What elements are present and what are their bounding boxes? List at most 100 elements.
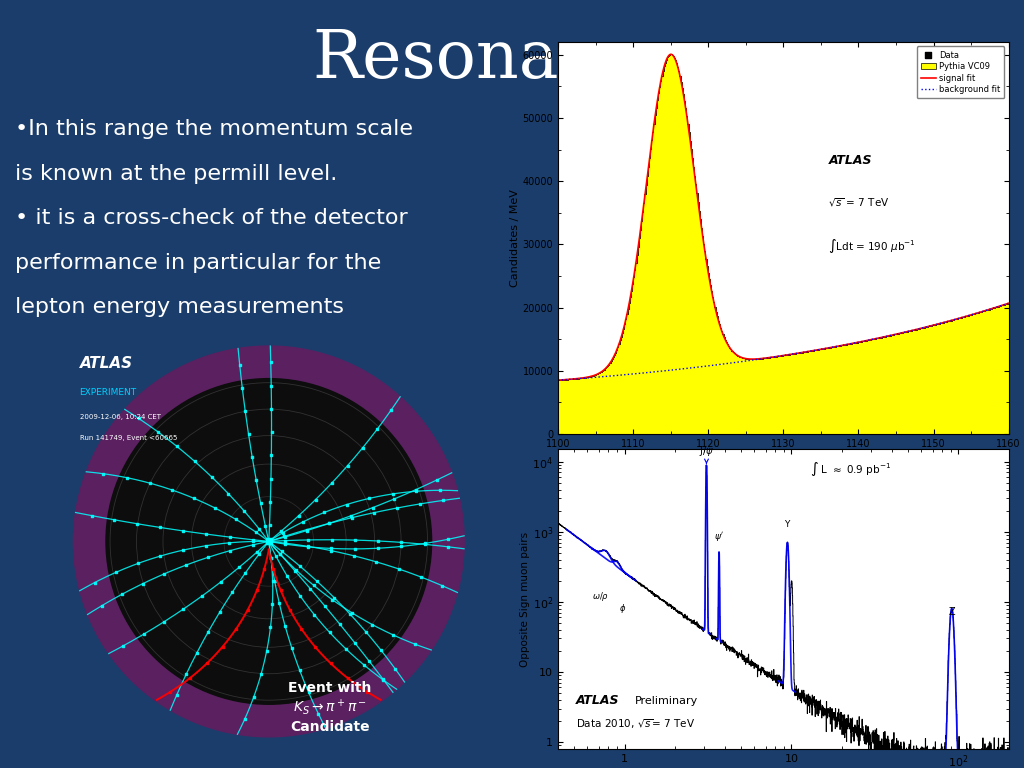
Text: • it is a cross-check of the detector: • it is a cross-check of the detector	[15, 208, 409, 228]
Point	[186, 492, 203, 505]
Point	[295, 515, 311, 528]
Point	[186, 455, 203, 468]
Point	[198, 540, 214, 552]
Point	[339, 459, 355, 472]
background fit	[1002, 299, 1015, 308]
Point	[360, 654, 377, 667]
Point	[108, 566, 124, 578]
Point	[264, 574, 281, 587]
Point	[227, 513, 244, 525]
Point	[95, 468, 112, 480]
Point	[257, 519, 273, 531]
Point	[276, 530, 293, 542]
Point	[375, 674, 391, 686]
background fit	[606, 371, 618, 380]
Point	[256, 563, 272, 575]
Point	[412, 498, 428, 510]
Data	[837, 340, 849, 349]
Point	[323, 657, 339, 670]
signal fit	[879, 333, 891, 342]
Point	[302, 582, 318, 594]
Data	[606, 355, 618, 364]
Point	[271, 548, 288, 560]
Point	[366, 506, 382, 518]
Point	[251, 548, 267, 561]
Point	[265, 563, 282, 575]
Point	[324, 594, 340, 606]
Point	[292, 560, 308, 572]
background fit	[730, 358, 742, 367]
Point	[368, 556, 384, 568]
Point	[274, 527, 291, 539]
Y-axis label: Opposite Sign muon pairs: Opposite Sign muon pairs	[519, 531, 529, 667]
Point	[413, 571, 429, 583]
Point	[249, 584, 265, 596]
Point	[359, 686, 376, 698]
Point	[119, 472, 135, 484]
Point	[298, 524, 314, 536]
Point	[220, 488, 237, 500]
Data	[881, 332, 893, 341]
Point	[178, 559, 195, 571]
Point	[245, 538, 261, 551]
Point	[282, 604, 298, 616]
Point	[276, 531, 293, 543]
Point	[409, 485, 425, 498]
Point	[432, 484, 449, 496]
Data	[1002, 299, 1015, 308]
Point	[383, 404, 399, 416]
Point	[228, 623, 245, 635]
Point	[375, 673, 391, 685]
Point	[237, 405, 253, 417]
Point	[248, 474, 264, 486]
Point	[175, 525, 191, 537]
Point	[178, 667, 195, 680]
Text: Resonances: Resonances	[312, 27, 712, 92]
Point	[272, 584, 289, 596]
Point	[263, 472, 280, 485]
Point	[364, 618, 380, 631]
Point	[213, 576, 229, 588]
Point	[284, 642, 300, 654]
background fit	[880, 332, 892, 341]
Point	[357, 626, 374, 638]
Point	[300, 541, 316, 553]
Point	[150, 425, 166, 438]
Point	[271, 598, 288, 610]
Point	[263, 449, 280, 462]
Point	[262, 551, 279, 564]
Point	[175, 603, 191, 615]
Text: Event with: Event with	[288, 681, 372, 695]
Point	[343, 511, 359, 524]
Point	[342, 608, 358, 621]
Point	[300, 534, 316, 546]
Point	[288, 564, 304, 576]
Text: $\sqrt{s}$ = 7 TeV: $\sqrt{s}$ = 7 TeV	[828, 197, 890, 209]
Point	[93, 600, 110, 612]
Point	[224, 586, 241, 598]
Text: ATLAS: ATLAS	[828, 154, 871, 167]
Point	[345, 550, 361, 562]
Point	[332, 618, 348, 631]
Point	[263, 426, 280, 439]
Line: Data: Data	[558, 55, 1009, 380]
background fit	[836, 341, 848, 350]
signal fit	[1002, 299, 1015, 308]
Point	[86, 577, 102, 589]
Point	[245, 534, 261, 546]
Point	[258, 644, 274, 657]
Point	[435, 495, 452, 507]
Point	[156, 616, 172, 628]
Y-axis label: Candidates / MeV: Candidates / MeV	[510, 189, 520, 287]
Point	[264, 598, 281, 611]
Point	[129, 518, 145, 530]
Point	[245, 535, 261, 548]
Point	[417, 538, 433, 550]
Point	[439, 541, 456, 553]
Point	[231, 359, 248, 371]
Point	[130, 558, 146, 570]
Point	[115, 640, 131, 652]
X-axis label: $M_{p\pi}$ [MeV]: $M_{p\pi}$ [MeV]	[755, 452, 812, 468]
Point	[244, 451, 260, 463]
Point	[221, 531, 238, 543]
